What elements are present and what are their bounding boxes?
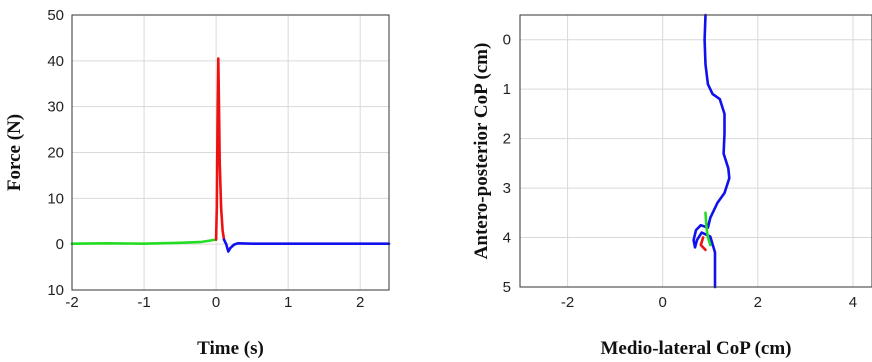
force-chart-y-tick-label: 10: [47, 282, 64, 299]
cop-chart-y-tick-label: 4: [503, 230, 511, 247]
force-time-chart: -2 -1 0 1 2 10 0 10 20 30 40 50 Time (s) Force (N): [4, 7, 391, 359]
force-chart-y-tick-label: 30: [47, 99, 64, 116]
force-chart-y-ticks: 10 0 10 20 30 40 50: [47, 7, 64, 299]
force-chart-frame: [71, 14, 390, 291]
force-chart-series-line-0: [70, 238, 218, 245]
force-chart-x-axis-label: Time (s): [197, 338, 264, 359]
force-chart-x-ticks: -2 -1 0 1 2: [65, 294, 364, 311]
force-chart-y-tick-label: 40: [47, 53, 64, 70]
force-chart-y-axis-label: Force (N): [4, 114, 25, 191]
cop-chart-x-tick-label: 0: [659, 294, 667, 311]
cop-chart-x-ticks: -2 0 2 4: [561, 294, 857, 311]
cop-chart-y-axis-label: Antero-posterior CoP (cm): [471, 43, 492, 260]
force-chart-y-tick-label: 0: [56, 236, 64, 253]
cop-chart-y-tick-label: 0: [503, 32, 511, 49]
force-chart-series: [70, 57, 391, 253]
force-chart-x-tick-label: 0: [212, 294, 220, 311]
force-chart-x-tick-label: -1: [137, 294, 150, 311]
force-chart-y-tick-label: 20: [47, 145, 64, 162]
force-chart-y-tick-label: 50: [47, 7, 64, 24]
force-chart-x-tick-label: 2: [356, 294, 364, 311]
cop-chart-series: [692, 13, 731, 289]
cop-chart-series-line-1: [704, 211, 712, 247]
cop-chart-y-tick-label: 1: [503, 81, 511, 98]
cop-chart-y-tick-label: 2: [503, 131, 511, 148]
cop-chart-y-tick-label: 3: [503, 180, 511, 197]
force-chart-series-line-1: [214, 57, 226, 241]
cop-trajectory-chart: -2 0 2 4 0 1 2 3 4 5 Medio-lateral CoP (cm) Ante…: [471, 13, 872, 359]
force-chart-y-tick-label: 10: [47, 190, 64, 207]
cop-chart-y-ticks: 0 1 2 3 4 5: [503, 32, 511, 296]
cop-chart-y-tick-label: 5: [503, 279, 511, 296]
cop-chart-series-line-0: [692, 13, 731, 289]
cop-chart-frame: [519, 14, 872, 288]
cop-chart-series-line-2: [699, 236, 707, 252]
cop-chart-x-tick-label: 4: [849, 294, 857, 311]
force-chart-x-tick-label: -2: [65, 294, 78, 311]
force-chart-x-tick-label: 1: [284, 294, 292, 311]
force-chart-series-line-2: [222, 238, 391, 253]
cop-chart-x-axis-label: Medio-lateral CoP (cm): [601, 338, 792, 359]
cop-chart-x-tick-label: -2: [561, 294, 574, 311]
cop-chart-x-tick-label: 2: [754, 294, 762, 311]
